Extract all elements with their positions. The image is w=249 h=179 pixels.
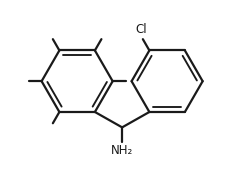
Text: Cl: Cl [136, 23, 147, 36]
Text: NH₂: NH₂ [111, 144, 133, 157]
